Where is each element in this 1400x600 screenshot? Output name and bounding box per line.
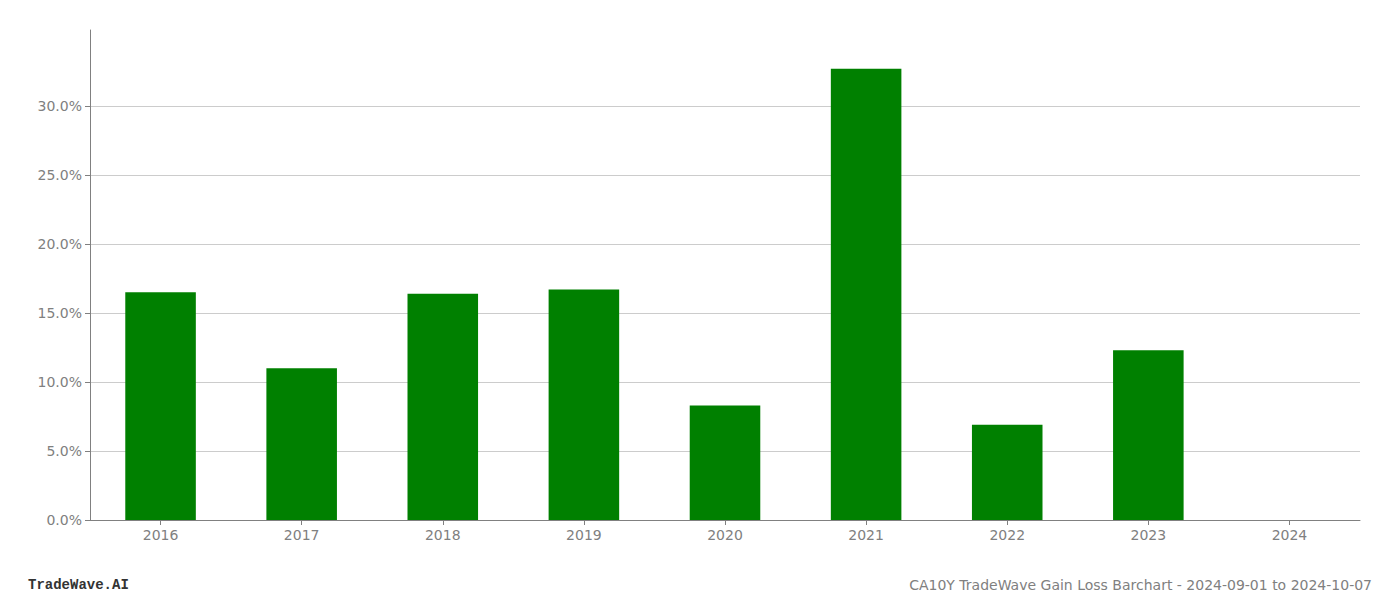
svg-text:TradeWave.AI: TradeWave.AI — [28, 577, 129, 593]
svg-text:2017: 2017 — [284, 527, 320, 543]
svg-text:CA10Y TradeWave Gain Loss Barc: CA10Y TradeWave Gain Loss Barchart - 202… — [909, 577, 1372, 593]
svg-text:5.0%: 5.0% — [46, 443, 82, 459]
svg-text:2023: 2023 — [1131, 527, 1167, 543]
svg-text:20.0%: 20.0% — [38, 236, 82, 252]
svg-text:2024: 2024 — [1272, 527, 1308, 543]
svg-text:2019: 2019 — [566, 527, 602, 543]
svg-text:2018: 2018 — [425, 527, 461, 543]
svg-text:25.0%: 25.0% — [38, 167, 82, 183]
svg-text:10.0%: 10.0% — [38, 374, 82, 390]
svg-text:2016: 2016 — [143, 527, 179, 543]
svg-text:2021: 2021 — [848, 527, 884, 543]
svg-text:15.0%: 15.0% — [38, 305, 82, 321]
svg-text:2020: 2020 — [707, 527, 743, 543]
svg-text:2022: 2022 — [989, 527, 1025, 543]
svg-text:0.0%: 0.0% — [46, 512, 82, 528]
svg-text:30.0%: 30.0% — [38, 98, 82, 114]
